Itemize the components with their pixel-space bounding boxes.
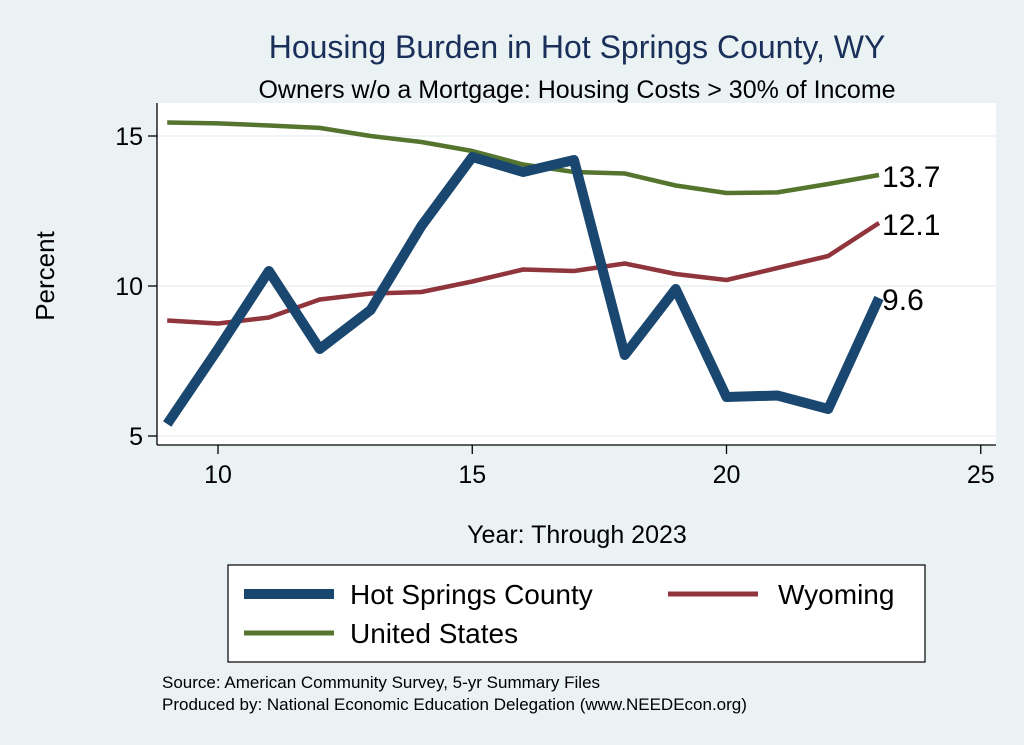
- y-tick-label-5: 5: [129, 423, 143, 451]
- series-lines: [163, 120, 884, 427]
- producer-note: Produced by: National Economic Education…: [162, 695, 747, 714]
- x-tick-label-15: 15: [458, 461, 486, 489]
- y-axis-label: Percent: [30, 230, 60, 320]
- legend: Hot Springs County Wyoming United States: [227, 564, 926, 663]
- x-tick-label-20: 20: [713, 461, 741, 489]
- chart-title: Housing Burden in Hot Springs County, WY: [269, 29, 886, 65]
- legend-label-united-states: United States: [350, 618, 518, 649]
- legend-label-wyoming: Wyoming: [778, 579, 894, 610]
- chart-subtitle: Owners w/o a Mortgage: Housing Costs > 3…: [258, 76, 895, 104]
- series-line-wyoming: [167, 221, 881, 326]
- end-label-wyoming: 12.1: [882, 209, 940, 242]
- x-axis-label: Year: Through 2023: [467, 521, 687, 549]
- source-note: Source: American Community Survey, 5-yr …: [162, 673, 600, 692]
- series-line-united-states: [167, 120, 880, 196]
- y-axis-ticks: 5 10 15: [115, 123, 157, 451]
- end-label-hot-springs-county: 9.6: [882, 284, 924, 317]
- legend-box: [227, 564, 926, 663]
- end-label-united-states: 13.7: [882, 161, 940, 194]
- x-axis-ticks: 10 15 20 25: [204, 445, 995, 489]
- end-labels: 9.6 12.1 13.7: [882, 161, 940, 317]
- x-tick-label-25: 25: [967, 461, 995, 489]
- y-tick-label-10: 10: [115, 273, 143, 301]
- y-tick-label-15: 15: [115, 123, 143, 151]
- gridlines: [157, 135, 996, 437]
- x-tick-label-10: 10: [204, 461, 232, 489]
- legend-label-hot-springs-county: Hot Springs County: [350, 579, 593, 610]
- series-line-hot-springs-county: [163, 152, 884, 427]
- plot-area: [157, 103, 996, 445]
